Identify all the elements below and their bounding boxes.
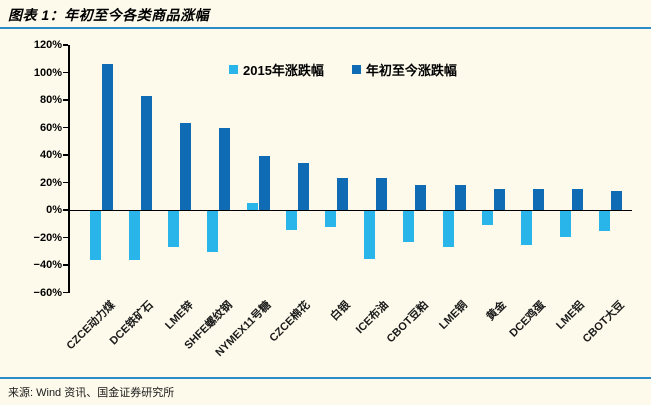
bar-ytd xyxy=(141,95,153,210)
y-axis-tick-label: −60% xyxy=(33,286,62,299)
legend-swatch-2015 xyxy=(229,65,238,74)
bar-2015 xyxy=(325,210,336,228)
x-category-label: CZCE棉花 xyxy=(267,299,313,345)
x-category-label: LME铜 xyxy=(436,299,470,332)
bar-2015 xyxy=(168,210,180,247)
bar-2015 xyxy=(520,210,532,246)
y-axis-line xyxy=(68,45,70,293)
title-divider xyxy=(0,27,651,29)
x-category-label: CBOT豆粕 xyxy=(384,299,431,346)
y-axis-tick xyxy=(63,236,68,239)
y-axis-tick xyxy=(63,264,68,266)
bar-2015 xyxy=(285,210,297,230)
bar-2015 xyxy=(481,210,493,225)
y-axis-tick xyxy=(63,126,68,129)
y-axis-tick-label: 100% xyxy=(33,66,62,79)
x-category-label: CBOT大豆 xyxy=(580,299,627,346)
bar-ytd xyxy=(258,156,270,210)
bar-ytd xyxy=(415,185,427,210)
footer-divider xyxy=(0,377,651,379)
bar-2015 xyxy=(129,210,141,261)
page-title: 图表 1：年初至今各类商品涨幅 xyxy=(8,7,210,23)
bar-ytd xyxy=(493,189,505,210)
y-axis-tick xyxy=(63,291,68,294)
legend-swatch-ytd xyxy=(351,65,361,74)
bar-2015 xyxy=(599,210,611,232)
bar-2015 xyxy=(560,210,572,237)
bar-2015 xyxy=(442,210,454,247)
source-note: 来源: Wind 资讯、国金证券研究所 xyxy=(8,387,175,399)
y-axis-tick-label: 120% xyxy=(33,39,62,51)
y-axis-tick-label: 0% xyxy=(46,204,62,216)
x-axis-zero-line xyxy=(68,209,632,211)
x-category-label: 黄金 xyxy=(484,299,509,324)
bar-ytd xyxy=(572,189,584,210)
bar-chart-plot-area: 120% 100% 80% 60% 40% 20% 0% −20% −40% −60% CZCE动力… xyxy=(33,39,632,359)
bar-ytd xyxy=(532,189,544,210)
legend-item: 年初至今涨跌幅 xyxy=(351,60,457,79)
bar-ytd xyxy=(219,127,231,210)
bar-ytd xyxy=(376,178,388,210)
bar-ytd xyxy=(337,178,348,210)
y-axis-tick-label: −20% xyxy=(33,231,62,244)
y-axis-tick-label: 80% xyxy=(39,94,62,106)
bar-2015 xyxy=(207,210,219,252)
bar-2015 xyxy=(364,210,376,259)
chart-legend: 2015年涨跌幅 年初至今涨跌幅 xyxy=(229,60,457,79)
y-axis-tick-label: 20% xyxy=(39,176,62,189)
legend-label: 2015年涨跌幅 xyxy=(243,63,324,78)
bar-2015 xyxy=(246,203,258,210)
y-axis-tick-label: 40% xyxy=(39,149,62,161)
y-axis-tick xyxy=(63,99,68,101)
legend-item: 2015年涨跌幅 xyxy=(229,60,324,79)
x-category-label: 白银 xyxy=(328,299,353,324)
y-axis-tick xyxy=(63,209,68,211)
bar-2015 xyxy=(89,210,101,261)
bar-ytd xyxy=(180,123,192,210)
x-category-label: CZCE动力煤 xyxy=(64,299,118,353)
bar-2015 xyxy=(403,210,415,243)
y-axis-tick xyxy=(63,44,68,46)
y-axis-tick-label: 60% xyxy=(39,121,62,134)
legend-label: 年初至今涨跌幅 xyxy=(365,63,457,78)
y-axis-tick xyxy=(63,154,68,156)
bar-ytd xyxy=(101,64,113,210)
y-axis-tick xyxy=(63,181,68,184)
x-category-label: DCE鸡蛋 xyxy=(507,299,548,340)
bar-ytd xyxy=(454,185,466,210)
bar-ytd xyxy=(297,163,309,210)
bar-ytd xyxy=(611,190,623,210)
x-category-label: LME锌 xyxy=(162,299,196,332)
y-axis-tick-label: −40% xyxy=(33,259,62,271)
y-axis-tick xyxy=(63,71,68,74)
x-category-label: LME铝 xyxy=(554,299,588,332)
